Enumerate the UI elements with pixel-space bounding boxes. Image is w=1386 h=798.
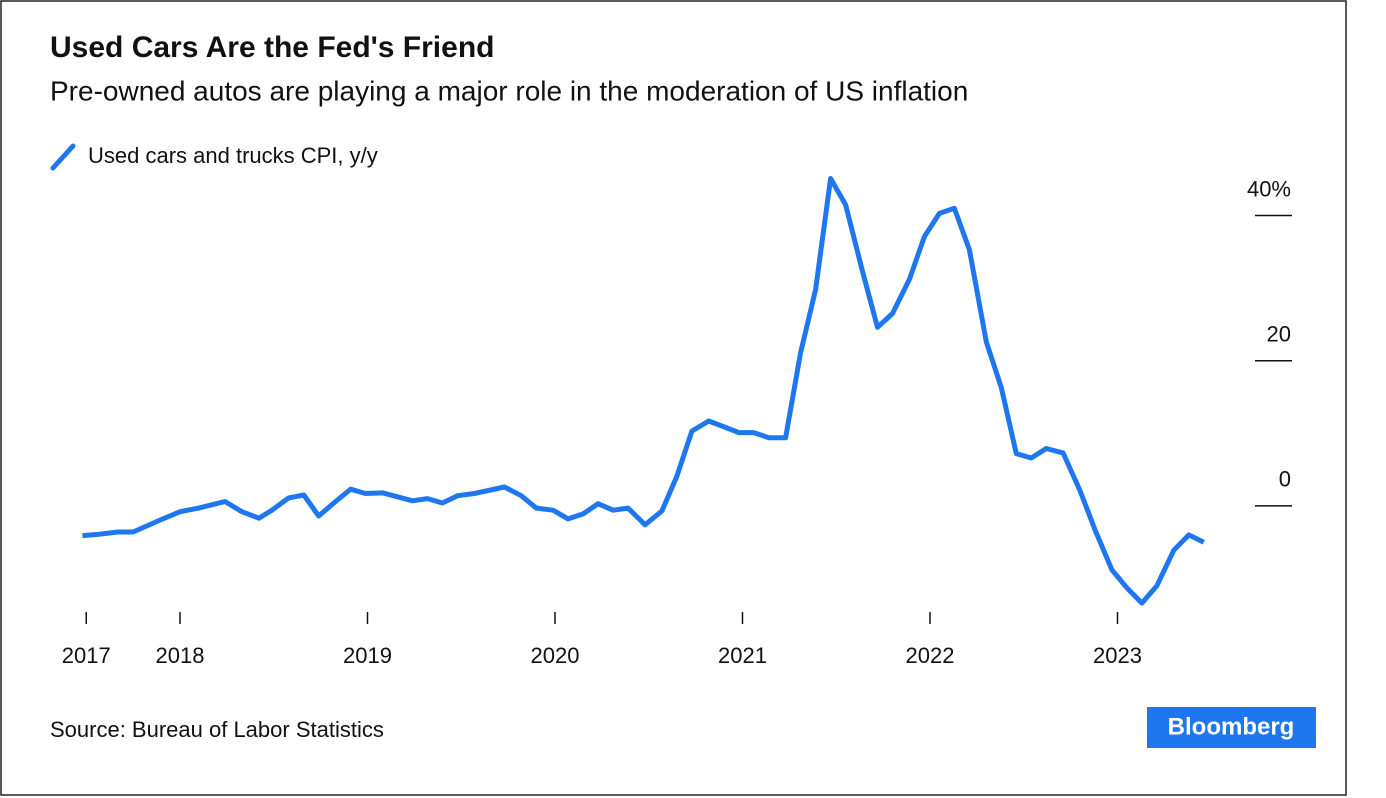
y-tick-label: 0 bbox=[1279, 467, 1291, 492]
chart-title: Used Cars Are the Fed's Friend bbox=[50, 31, 494, 64]
logo-box bbox=[1147, 707, 1316, 748]
x-tick-label: 2018 bbox=[156, 643, 205, 668]
x-tick-label: 2020 bbox=[531, 643, 580, 668]
legend-label: Used cars and trucks CPI, y/y bbox=[88, 143, 378, 168]
y-tick-label: 40% bbox=[1247, 176, 1291, 201]
x-tick-label: 2017 bbox=[62, 643, 111, 668]
logo: Bloomberg bbox=[1168, 713, 1295, 740]
frame bbox=[0, 0, 1347, 796]
legend-swatch bbox=[50, 143, 76, 171]
x-tick-label: 2021 bbox=[718, 643, 767, 668]
x-tick-label: 2022 bbox=[906, 643, 955, 668]
x-tick-label: 2023 bbox=[1093, 643, 1142, 668]
y-tick-label: 20 bbox=[1267, 322, 1291, 347]
source: Source: Bureau of Labor Statistics bbox=[50, 717, 384, 742]
series-line bbox=[82, 176, 1205, 606]
x-tick-label: 2019 bbox=[343, 643, 392, 668]
chart-subtitle: Pre-owned autos are playing a major role… bbox=[50, 75, 968, 106]
